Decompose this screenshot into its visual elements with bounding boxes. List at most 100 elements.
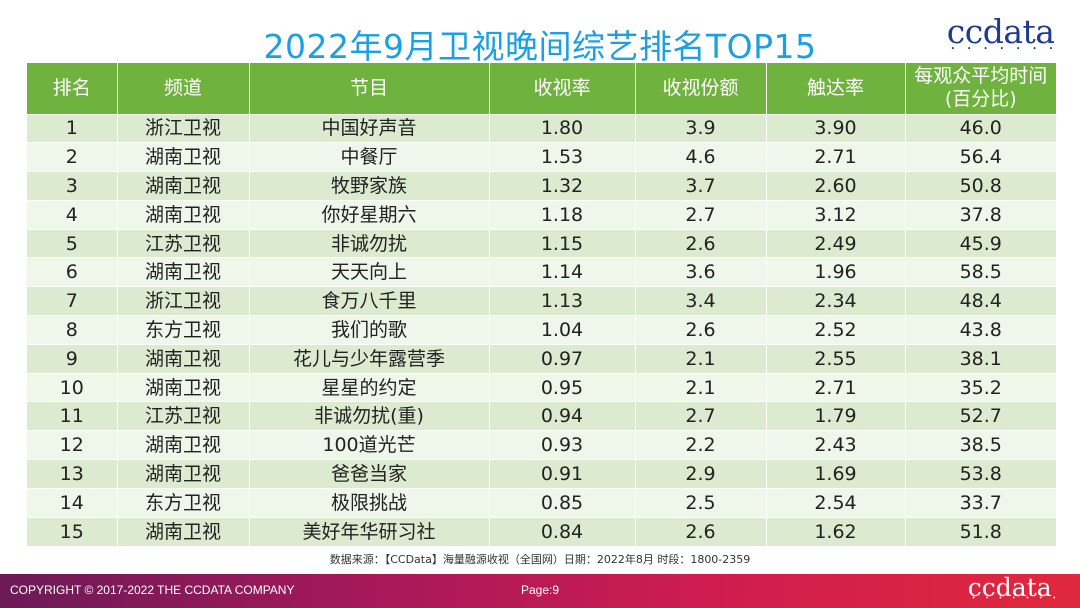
cell-program: 非诚勿扰: [249, 228, 490, 258]
cell-share: 2.7: [635, 401, 767, 431]
ccdata-logo: ccdata • • • • • • •: [946, 12, 1058, 53]
cell-reach: 2.43: [766, 430, 906, 460]
cell-channel: 江苏卫视: [117, 228, 250, 258]
cell-program: 爸爸当家: [249, 459, 490, 489]
cell-avg-time: 38.1: [905, 343, 1056, 374]
cell-share: 2.7: [635, 199, 767, 230]
copyright-text: COPYRIGHT © 2017-2022 THE CCDATA COMPANY: [10, 583, 295, 597]
cell-rating: 1.04: [489, 315, 636, 345]
cell-reach: 2.71: [766, 372, 906, 402]
cell-reach: 3.90: [766, 113, 906, 143]
cell-avg-time: 51.8: [905, 516, 1056, 546]
cell-program: 极限挑战: [249, 487, 490, 518]
cell-channel: 湖南卫视: [117, 171, 250, 201]
table-row: 7 浙江卫视 食万八千里 1.13 3.4 2.34 48.4: [27, 286, 1056, 316]
cell-program: 花儿与少年露营季: [249, 343, 490, 374]
cell-program: 我们的歌: [249, 315, 490, 345]
cell-channel: 湖南卫视: [117, 516, 250, 546]
cell-reach: 1.96: [766, 257, 906, 287]
cell-rank: 11: [27, 401, 118, 431]
cell-share: 2.6: [635, 315, 767, 345]
table-row: 3 湖南卫视 牧野家族 1.32 3.7 2.60 50.8: [27, 171, 1056, 201]
cell-channel: 湖南卫视: [117, 199, 250, 230]
cell-channel: 江苏卫视: [117, 401, 250, 431]
header-reach: 触达率: [766, 63, 906, 114]
cell-program: 中餐厅: [249, 142, 490, 172]
cell-rank: 14: [27, 487, 118, 518]
cell-program: 食万八千里: [249, 286, 490, 316]
cell-avg-time: 33.7: [905, 487, 1056, 518]
cell-avg-time: 46.0: [905, 113, 1056, 143]
cell-share: 3.9: [635, 113, 767, 143]
data-source-note: 数据来源：【CCData】海量融源收视（全国网）日期：2022年8月 时段：18…: [329, 553, 751, 566]
cell-reach: 2.49: [766, 228, 906, 258]
cell-rating: 1.13: [489, 286, 636, 316]
cell-avg-time: 38.5: [905, 430, 1056, 460]
cell-avg-time: 56.4: [905, 142, 1056, 172]
footer-ccdata-logo: ccdata • • • • • • •: [968, 573, 1060, 602]
cell-rank: 7: [27, 286, 118, 316]
cell-rank: 10: [27, 372, 118, 402]
cell-rank: 13: [27, 459, 118, 489]
cell-program: 你好星期六: [249, 199, 490, 230]
table-row: 8 东方卫视 我们的歌 1.04 2.6 2.52 43.8: [27, 315, 1056, 345]
cell-rating: 1.53: [489, 142, 636, 172]
header-rank: 排名: [27, 63, 118, 114]
cell-share: 2.9: [635, 459, 767, 489]
cell-rating: 0.97: [489, 343, 636, 374]
cell-avg-time: 37.8: [905, 199, 1056, 230]
cell-avg-time: 45.9: [905, 228, 1056, 258]
cell-program: 中国好声音: [249, 113, 490, 143]
header-program: 节目: [249, 63, 490, 114]
cell-rank: 3: [27, 171, 118, 201]
header-channel: 频道: [117, 63, 250, 114]
cell-reach: 2.54: [766, 487, 906, 518]
table-header-row: 排名 频道 节目 收视率 收视份额 触达率 每观众平均时间 (百分比): [27, 63, 1056, 114]
ccdata-logo-text: ccdata: [946, 12, 1055, 51]
cell-rating: 0.93: [489, 430, 636, 460]
table-row: 5 江苏卫视 非诚勿扰 1.15 2.6 2.49 45.9: [27, 228, 1056, 258]
cell-rating: 1.15: [489, 228, 636, 258]
header-avg-time-line2: (百分比): [944, 88, 1017, 111]
cell-reach: 1.69: [766, 459, 906, 489]
cell-rating: 0.95: [489, 372, 636, 402]
cell-channel: 湖南卫视: [117, 343, 250, 374]
page-number: Page:9: [521, 583, 560, 597]
cell-reach: 2.60: [766, 171, 906, 201]
cell-reach: 3.12: [766, 199, 906, 230]
table-row: 15 湖南卫视 美好年华研习社 0.84 2.6 1.62 51.8: [27, 516, 1056, 546]
cell-share: 2.6: [635, 228, 767, 258]
cell-share: 2.2: [635, 430, 767, 460]
cell-avg-time: 52.7: [905, 401, 1056, 431]
ranking-table: 排名 频道 节目 收视率 收视份额 触达率 每观众平均时间 (百分比) 1 浙江卫…: [27, 63, 1056, 546]
cell-channel: 东方卫视: [117, 315, 250, 345]
cell-reach: 2.55: [766, 343, 906, 374]
table-row: 4 湖南卫视 你好星期六 1.18 2.7 3.12 37.8: [27, 199, 1056, 230]
cell-program: 美好年华研习社: [249, 516, 490, 546]
table-row: 2 湖南卫视 中餐厅 1.53 4.6 2.71 56.4: [27, 142, 1056, 172]
header-share: 收视份额: [635, 63, 767, 114]
cell-reach: 2.52: [766, 315, 906, 345]
cell-reach: 1.62: [766, 516, 906, 546]
cell-avg-time: 53.8: [905, 459, 1056, 489]
cell-avg-time: 35.2: [905, 372, 1056, 402]
table-row: 9 湖南卫视 花儿与少年露营季 0.97 2.1 2.55 38.1: [27, 343, 1056, 374]
table-row: 10 湖南卫视 星星的约定 0.95 2.1 2.71 35.2: [27, 372, 1056, 402]
cell-avg-time: 50.8: [905, 171, 1056, 201]
cell-share: 3.7: [635, 171, 767, 201]
cell-channel: 湖南卫视: [117, 257, 250, 287]
header-avg-time-line1: 每观众平均时间: [914, 65, 1048, 88]
cell-share: 3.6: [635, 257, 767, 287]
ccdata-logo-dots: • • • • • • •: [950, 45, 1058, 53]
footer-logo-dots: • • • • • • •: [971, 595, 1060, 602]
cell-rank: 12: [27, 430, 118, 460]
cell-rank: 8: [27, 315, 118, 345]
cell-share: 2.1: [635, 343, 767, 374]
cell-program: 非诚勿扰(重): [249, 401, 490, 431]
cell-channel: 湖南卫视: [117, 372, 250, 402]
cell-rank: 9: [27, 343, 118, 374]
page-title: 2022年9月卫视晚间综艺排名TOP15: [263, 27, 817, 66]
cell-rating: 0.85: [489, 487, 636, 518]
cell-avg-time: 48.4: [905, 286, 1056, 316]
cell-share: 4.6: [635, 142, 767, 172]
